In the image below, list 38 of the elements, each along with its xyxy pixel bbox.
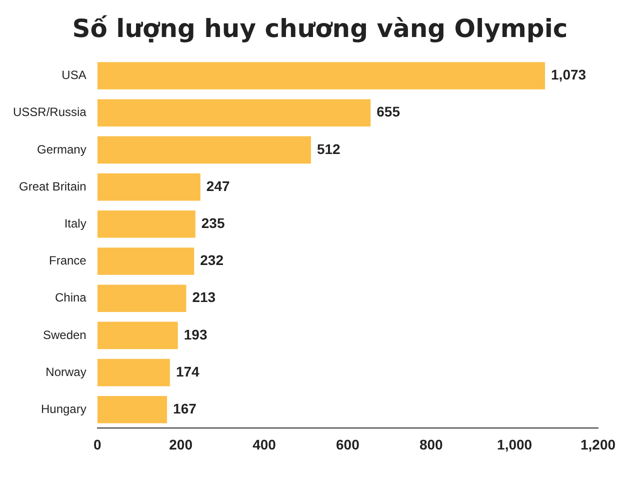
y-tick-label: Sweden	[42, 328, 86, 342]
data-label: 655	[376, 104, 400, 120]
bar	[97, 322, 178, 350]
bar	[97, 248, 194, 275]
data-label: 247	[206, 178, 230, 194]
data-label: 193	[184, 326, 208, 342]
x-tick-label: 600	[336, 436, 360, 452]
data-label: 167	[173, 400, 197, 417]
bar	[97, 358, 170, 386]
y-tick-label: Hungary	[40, 402, 86, 416]
y-tick-label: Great Britain	[18, 179, 86, 194]
bar	[97, 396, 168, 424]
x-tick-label: 200	[169, 436, 193, 452]
data-label: 512	[316, 140, 341, 157]
bar	[97, 173, 200, 201]
bar	[97, 136, 311, 164]
bar	[97, 99, 371, 127]
data-label: 1,073	[551, 66, 586, 83]
x-tick-label: 400	[252, 436, 276, 452]
bar	[97, 210, 196, 238]
data-label: 232	[200, 252, 224, 268]
y-tick-label: China	[54, 290, 87, 305]
data-label: 213	[192, 289, 216, 306]
y-tick-label: Germany	[36, 142, 86, 156]
x-tick-label: 1,200	[580, 436, 616, 452]
bar	[97, 62, 546, 90]
data-label: 174	[176, 363, 200, 380]
y-tick-label: USA	[62, 68, 86, 82]
y-tick-label: France	[48, 254, 87, 268]
y-tick-label: Norway	[46, 364, 86, 379]
bar	[97, 284, 186, 312]
x-tick-label: 1,000	[497, 436, 532, 452]
y-tick-label: USSR/Russia	[12, 105, 87, 120]
x-tick-label: 0	[93, 436, 102, 452]
data-label: 235	[201, 215, 225, 232]
chart-title: Số lượng huy chương vàng Olympic	[71, 14, 569, 43]
y-tick-label: Italy	[64, 216, 86, 230]
x-tick-label: 800	[419, 436, 444, 452]
